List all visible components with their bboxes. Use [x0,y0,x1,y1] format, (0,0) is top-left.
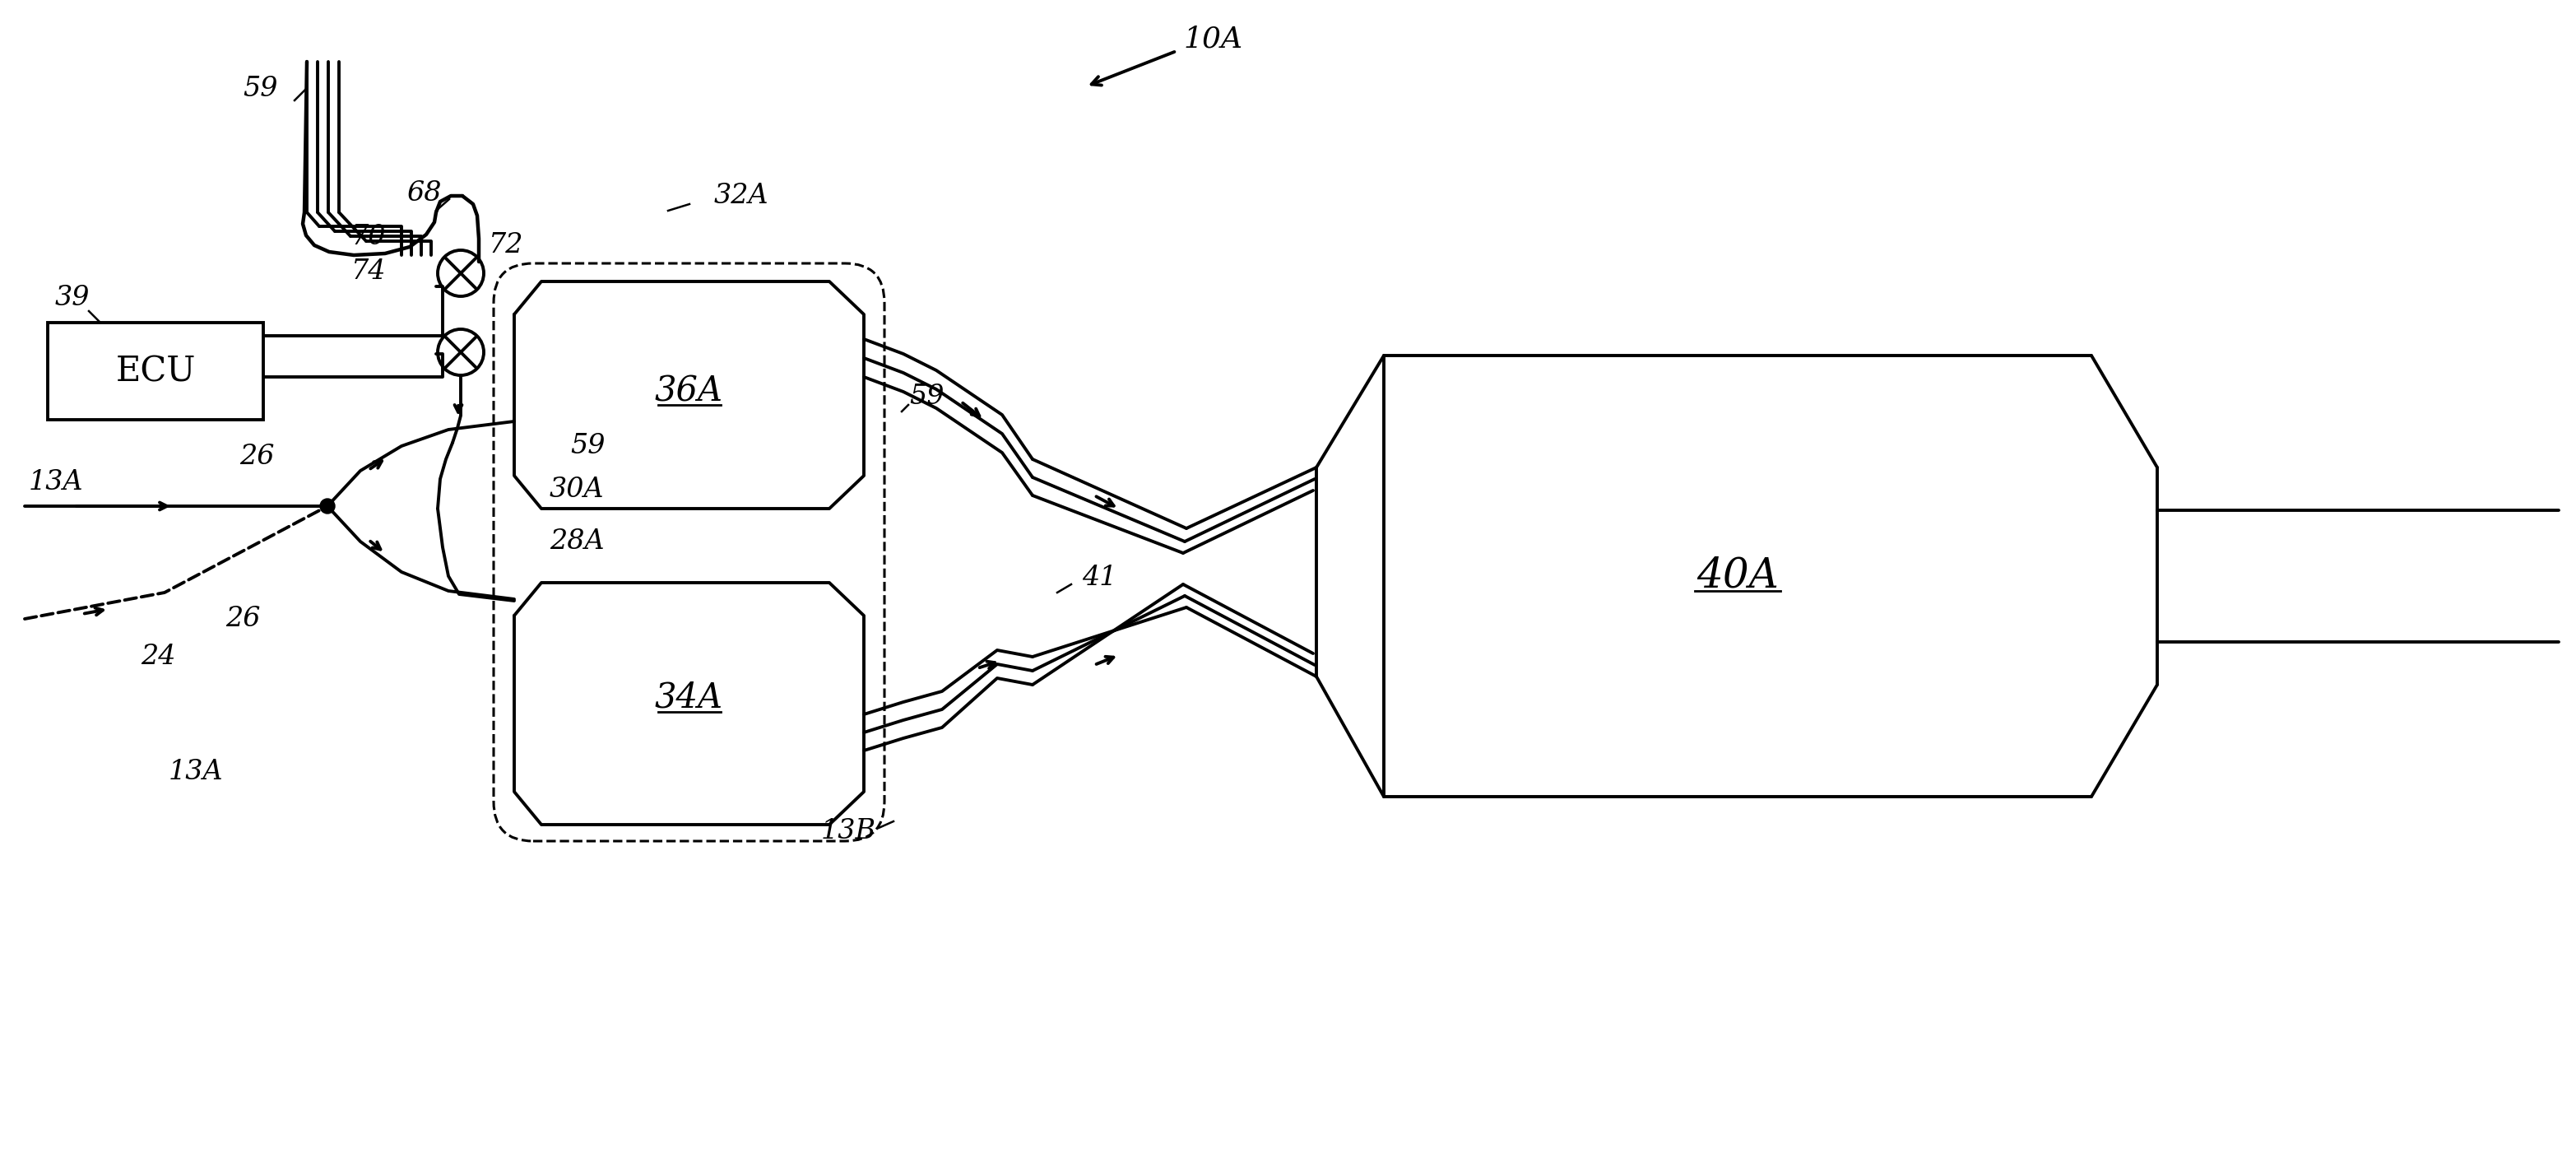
Text: 59: 59 [242,76,278,102]
Circle shape [319,498,335,513]
Text: 13A: 13A [28,469,82,496]
Text: 10A: 10A [1185,26,1244,54]
Text: 36A: 36A [654,373,724,408]
Text: 30A: 30A [549,476,605,503]
Text: 59: 59 [572,433,605,460]
Text: 28A: 28A [549,529,605,554]
Text: 32A: 32A [714,183,770,209]
Text: 68: 68 [407,180,440,207]
Text: 40A: 40A [1698,555,1777,596]
Text: 39: 39 [54,285,90,312]
Text: 59: 59 [909,384,943,410]
Text: 72: 72 [489,232,523,258]
Text: 41: 41 [1082,565,1118,591]
Text: 24: 24 [142,643,175,670]
Text: 70: 70 [350,224,386,250]
Text: 34A: 34A [654,680,724,715]
Text: 13A: 13A [167,759,224,785]
Text: ECU: ECU [116,354,196,389]
Text: 26: 26 [224,606,260,633]
Text: 74: 74 [350,258,386,285]
Text: 26: 26 [240,443,273,470]
Bar [49,322,263,420]
Text: 13B: 13B [822,818,876,845]
